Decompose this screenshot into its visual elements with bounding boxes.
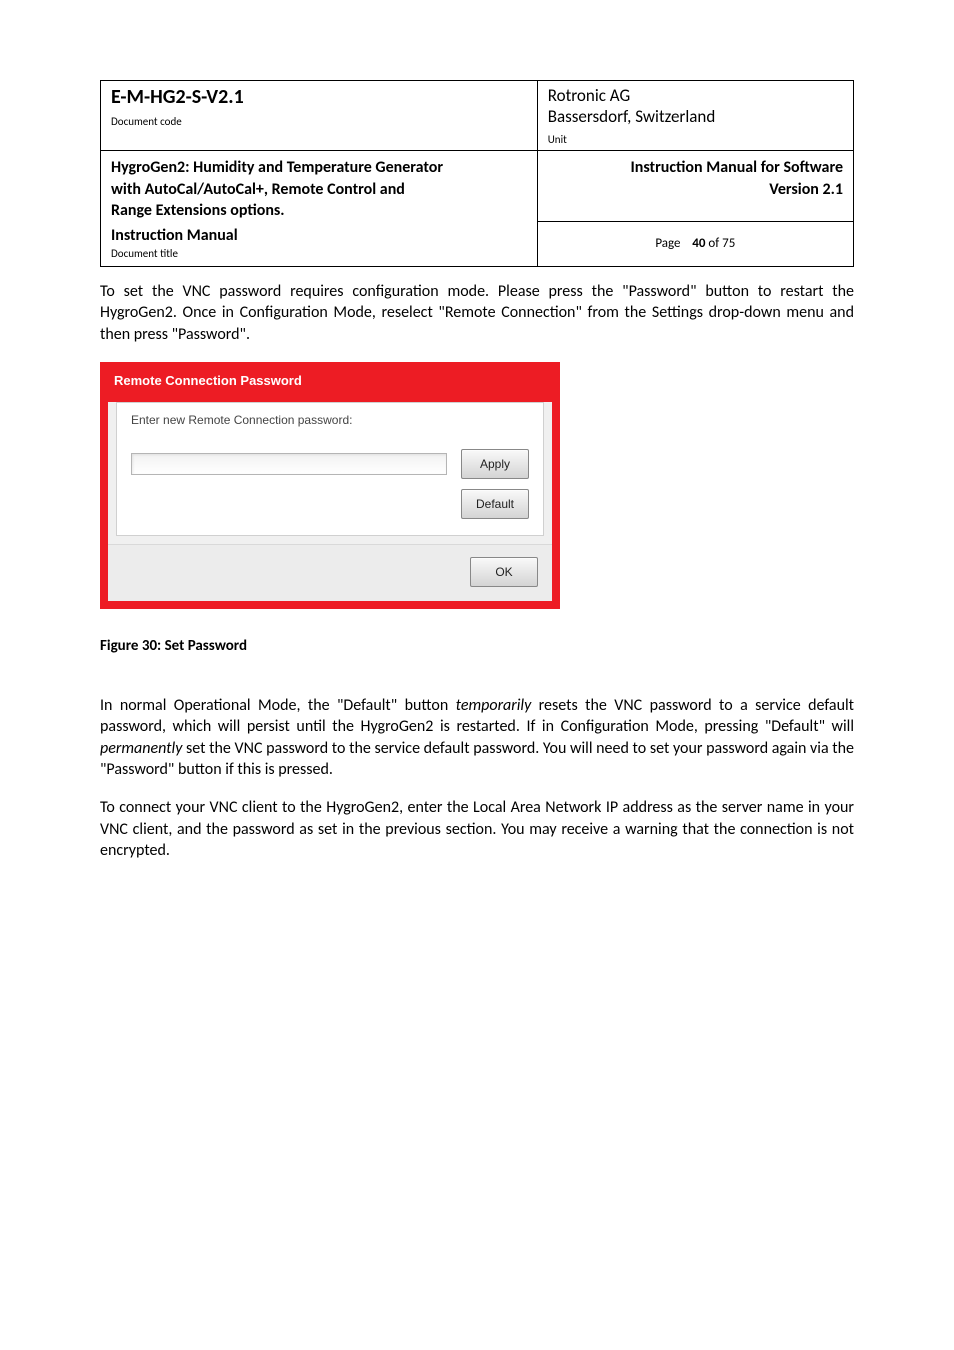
dialog-title: Remote Connection Password bbox=[108, 370, 552, 394]
paragraph-3: To connect your VNC client to the HygroG… bbox=[100, 797, 854, 862]
paragraph-1: To set the VNC password requires configu… bbox=[100, 281, 854, 346]
remote-connection-password-dialog: Remote Connection Password Enter new Rem… bbox=[100, 362, 560, 609]
document-title-label: Document title bbox=[111, 247, 527, 260]
paragraph-2: In normal Operational Mode, the "Default… bbox=[100, 695, 854, 781]
instruction-manual-label: Instruction Manual bbox=[111, 226, 238, 245]
ok-button[interactable]: OK bbox=[470, 557, 538, 587]
document-code-label: Document code bbox=[111, 115, 527, 128]
apply-button[interactable]: Apply bbox=[461, 449, 529, 479]
para2-post: set the VNC password to the service defa… bbox=[100, 739, 854, 780]
document-header-table: E-M-HG2-S-V2.1 Document code Rotronic AG… bbox=[100, 80, 854, 267]
figure-caption: Figure 30: Set Password bbox=[100, 637, 854, 655]
para2-em1: temporarily bbox=[456, 696, 532, 715]
password-input[interactable] bbox=[131, 453, 447, 475]
document-code: E-M-HG2-S-V2.1 bbox=[111, 85, 527, 109]
subtitle-line3: Range Extensions options. bbox=[111, 201, 285, 220]
para2-em2: permanently bbox=[100, 739, 182, 758]
manual-for-software: Instruction Manual for Software bbox=[630, 158, 843, 177]
dialog-body: Enter new Remote Connection password: Ap… bbox=[108, 402, 552, 601]
dialog-lower-panel: OK bbox=[108, 544, 552, 601]
para2-pre: In normal Operational Mode, the "Default… bbox=[100, 696, 456, 715]
page-current: 40 bbox=[692, 236, 705, 251]
unit-label: Unit bbox=[548, 133, 843, 146]
page-label: Page bbox=[655, 236, 680, 251]
company-name: Rotronic AG bbox=[548, 85, 843, 106]
subtitle-line2: with AutoCal/AutoCal+, Remote Control an… bbox=[111, 180, 405, 199]
page-total: of 75 bbox=[705, 236, 735, 251]
dialog-upper-panel: Enter new Remote Connection password: Ap… bbox=[116, 402, 544, 536]
version-label: Version 2.1 bbox=[769, 180, 843, 199]
company-location: Bassersdorf, Switzerland bbox=[548, 106, 843, 127]
default-button[interactable]: Default bbox=[461, 489, 529, 519]
dialog-prompt: Enter new Remote Connection password: bbox=[131, 413, 529, 427]
subtitle-line1: HygroGen2: Humidity and Temperature Gene… bbox=[111, 158, 443, 177]
